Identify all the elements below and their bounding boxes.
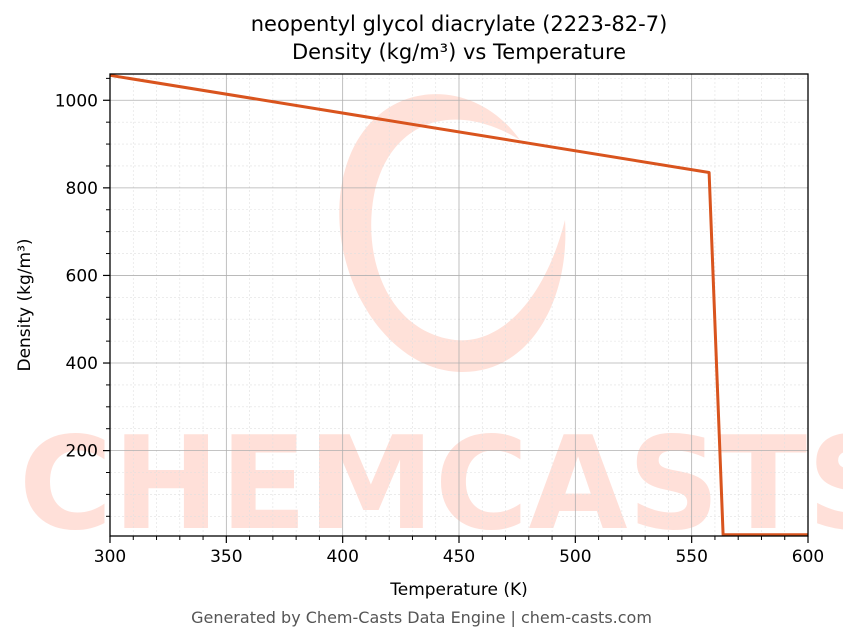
x-tick-label: 450: [443, 547, 475, 567]
x-tick-label: 300: [94, 547, 126, 567]
y-tick-label: 600: [66, 266, 98, 286]
y-tick-label: 1000: [55, 91, 98, 111]
chart-title: neopentyl glycol diacrylate (2223-82-7): [250, 12, 668, 36]
chemcasts-watermark: CHEMCASTS: [19, 94, 843, 559]
x-tick-label: 350: [210, 547, 242, 567]
watermark-text: CHEMCASTS: [19, 410, 843, 559]
y-tick-label: 800: [66, 179, 98, 199]
x-tick-label: 500: [559, 547, 591, 567]
watermark-logo-swirl: [339, 94, 566, 373]
y-axis-label: Density (kg/m³): [15, 238, 35, 371]
y-tick-label: 400: [66, 354, 98, 374]
chart-subtitle: Density (kg/m³) vs Temperature: [291, 40, 627, 64]
x-tick-label: 400: [326, 547, 358, 567]
y-tick-label: 200: [66, 442, 98, 462]
footer-credit: Generated by Chem-Casts Data Engine | ch…: [191, 608, 652, 627]
x-tick-label: 600: [792, 547, 824, 567]
x-axis-label: Temperature (K): [389, 580, 528, 600]
x-tick-label: 550: [675, 547, 707, 567]
density-series-line: [109, 73, 808, 537]
